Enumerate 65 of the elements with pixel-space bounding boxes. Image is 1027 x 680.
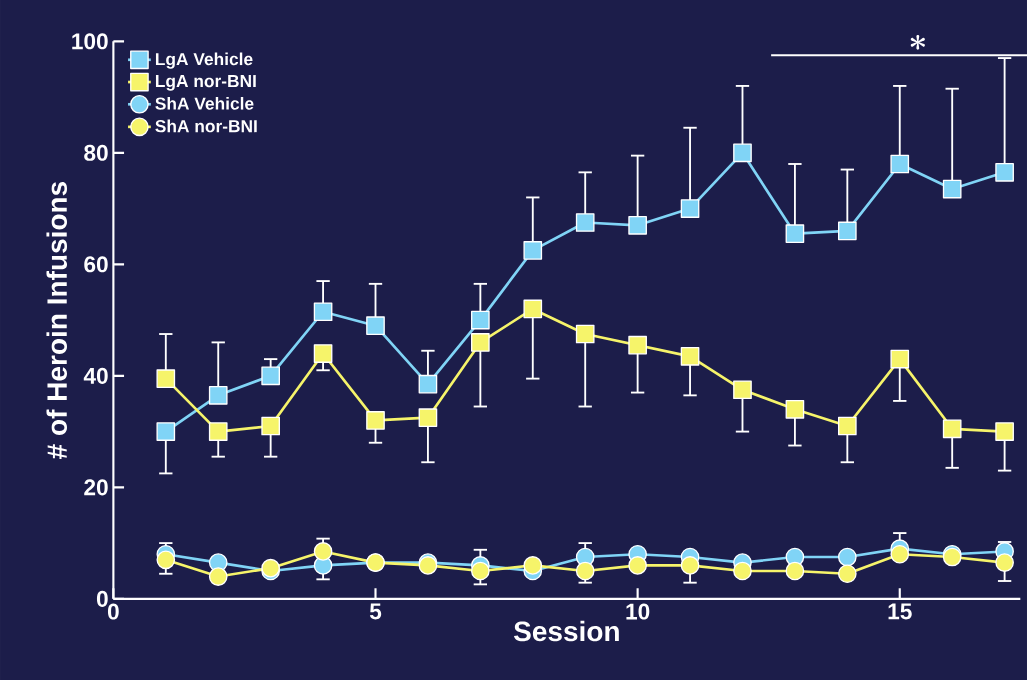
y-tick-label: 40: [83, 367, 108, 384]
point: [890, 544, 910, 564]
point: [575, 213, 595, 232]
point: [733, 380, 752, 400]
y-tick-label: 100: [72, 33, 108, 50]
legend-label: LgA nor-BNI: [155, 74, 256, 91]
point: [418, 408, 438, 427]
point: [837, 221, 857, 241]
point: [523, 299, 543, 319]
point: [575, 561, 595, 581]
point: [837, 564, 857, 583]
point: [942, 419, 962, 439]
point: [313, 542, 333, 561]
point: [523, 240, 543, 260]
point: [733, 561, 752, 581]
point: [313, 302, 333, 321]
point: [890, 349, 910, 369]
point: [995, 422, 1014, 441]
point: [261, 416, 280, 436]
x-tick-label: 0: [107, 603, 119, 620]
point: [680, 555, 700, 575]
point: [156, 369, 176, 388]
point: [261, 366, 280, 386]
point: [785, 224, 805, 243]
y-tick-label: 80: [84, 144, 108, 161]
legend-label: ShA nor-BNI: [155, 119, 257, 133]
point: [628, 335, 647, 355]
point: [313, 344, 333, 363]
legend-label: ShA Vehicle: [155, 96, 254, 110]
y-tick-label: 20: [84, 479, 108, 496]
point: [942, 179, 962, 199]
point: [995, 162, 1014, 182]
point: [471, 561, 490, 581]
point: [995, 553, 1014, 572]
point: [471, 332, 490, 352]
point: [628, 555, 647, 575]
point: [208, 567, 228, 586]
x-tick-label: 10: [626, 603, 650, 620]
point: [156, 550, 176, 570]
point: [366, 316, 385, 335]
x-axis-title: Session: [513, 620, 619, 642]
point: [628, 215, 647, 235]
point: [680, 199, 700, 218]
point: [890, 154, 910, 174]
point: [785, 561, 805, 581]
point: [575, 324, 595, 344]
point: [156, 422, 176, 441]
x-tick-label: 15: [888, 603, 912, 620]
point: [471, 310, 490, 330]
y-axis-title: # of Heroin Infusions: [46, 181, 68, 459]
point: [837, 547, 857, 567]
point: [523, 555, 543, 575]
annotation: $*$: [910, 34, 925, 50]
x-tick-label: 5: [369, 603, 382, 620]
point: [733, 143, 752, 163]
point: [785, 399, 805, 419]
y-tick-label: 0: [96, 590, 108, 607]
y-tick-label: 60: [84, 256, 108, 273]
point: [837, 416, 857, 436]
point: [366, 411, 385, 430]
point: [208, 422, 228, 441]
point: [418, 374, 438, 394]
legend-label: LgA Vehicle: [155, 52, 253, 69]
point: [208, 385, 228, 405]
point: [680, 346, 700, 366]
